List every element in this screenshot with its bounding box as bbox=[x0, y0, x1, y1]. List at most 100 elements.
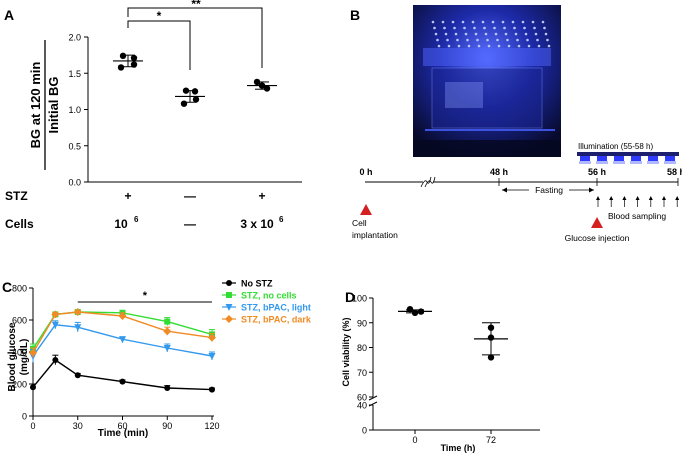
led-dot bbox=[461, 20, 465, 24]
cell-implantation-triangle bbox=[360, 204, 372, 215]
glucose-injection-label: Glucose injection bbox=[565, 233, 630, 243]
panel-a-point bbox=[119, 52, 127, 60]
panel-d-point bbox=[411, 309, 419, 317]
panel-c-xtick-label: 30 bbox=[73, 421, 83, 431]
panel-c-ytick-label: 200 bbox=[12, 380, 27, 390]
panel-a-sig-star-2: ** bbox=[191, 0, 201, 11]
panel-c-point bbox=[163, 327, 172, 336]
panel-d-ytick-label: 90 bbox=[357, 318, 367, 328]
led-dot bbox=[467, 44, 471, 48]
blood-sampling-label: Blood sampling bbox=[608, 211, 666, 221]
panel-d-xtick-label: 0 bbox=[412, 435, 417, 445]
time-58h: 58 h bbox=[667, 167, 682, 177]
panel-c-point bbox=[208, 353, 216, 360]
panel-b-diagram: Illumination (55-58 h) 0 h 48 h 56 h 58 … bbox=[352, 5, 682, 243]
time-56h: 56 h bbox=[588, 167, 606, 177]
led-dot bbox=[464, 32, 468, 36]
led-strip-bar bbox=[577, 152, 679, 156]
led-light bbox=[580, 156, 590, 161]
panel-a-cells-1: 10 bbox=[114, 217, 128, 231]
fasting-label: Fasting bbox=[535, 185, 563, 195]
led-dot bbox=[533, 26, 536, 30]
panel-c-point bbox=[119, 378, 126, 385]
led-dot bbox=[483, 26, 486, 30]
led-dot bbox=[516, 38, 519, 42]
led-dot bbox=[537, 44, 541, 48]
panel-a-ylabel-bottom: Initial BG bbox=[46, 76, 61, 133]
panel-d-ytick-label: 0 bbox=[362, 426, 367, 436]
led-dot bbox=[504, 32, 508, 36]
panel-a-stz-1: + bbox=[124, 189, 131, 203]
led-dot bbox=[484, 32, 488, 36]
panel-a-ytick-label: 1.5 bbox=[68, 69, 81, 79]
panel-c-point bbox=[118, 312, 127, 320]
led-dot bbox=[507, 44, 511, 48]
panel-d-point bbox=[487, 354, 495, 361]
panel-c-xtick-label: 60 bbox=[117, 421, 127, 431]
panel-a-point bbox=[130, 54, 138, 62]
panel-a-point bbox=[191, 88, 199, 95]
panel-d-point bbox=[487, 324, 495, 331]
panel-a-stz-2: — bbox=[184, 189, 196, 203]
led-dot bbox=[541, 20, 545, 24]
panel-c-point bbox=[74, 324, 82, 332]
panel-a-sig-star-1: * bbox=[157, 9, 162, 23]
panel-a-sig-bracket-1 bbox=[127, 20, 191, 70]
led-dot bbox=[431, 20, 435, 24]
panel-d-ytick-label: 60 bbox=[357, 393, 367, 403]
panel-a-row-stz: STZ bbox=[5, 189, 28, 203]
led-dot bbox=[453, 26, 456, 30]
led-dot bbox=[506, 38, 509, 42]
panel-d-point bbox=[417, 308, 425, 315]
panel-a-row-cells: Cells bbox=[5, 217, 34, 231]
blood-sampling-arrows bbox=[596, 196, 680, 207]
panel-c-ytick-label: 0 bbox=[22, 412, 27, 422]
panel-d-point bbox=[487, 334, 495, 341]
timeline-break bbox=[420, 176, 436, 188]
panel-d-xlabel: Time (h) bbox=[441, 443, 476, 453]
panel-a-stz-3: + bbox=[258, 189, 265, 203]
panel-a-label: A bbox=[4, 7, 14, 23]
cell-implantation-label-2: implantation bbox=[352, 230, 398, 240]
led-dot bbox=[463, 26, 466, 30]
led-dot bbox=[456, 38, 459, 42]
panel-c-legend-label: No STZ bbox=[241, 279, 273, 289]
led-dot bbox=[536, 38, 539, 42]
led-dot bbox=[466, 38, 469, 42]
fasting-arrow bbox=[502, 184, 594, 196]
led-dot bbox=[433, 26, 436, 30]
panel-a-point bbox=[263, 85, 271, 92]
panel-a-ylabel-top: BG at 120 min bbox=[28, 62, 43, 149]
led-dot bbox=[524, 32, 528, 36]
panel-d-axis-break bbox=[368, 395, 378, 401]
panel-c-point bbox=[209, 386, 215, 393]
led-dot bbox=[486, 38, 489, 42]
sampling-arrowhead bbox=[662, 196, 666, 200]
panel-c-ylabel-bottom: (mg/dL) bbox=[19, 339, 30, 376]
panel-c-xtick-label: 90 bbox=[162, 421, 172, 431]
cell-implantation-label-1: Cell bbox=[352, 218, 367, 228]
led-glow bbox=[596, 161, 608, 164]
panel-c-point bbox=[52, 357, 59, 363]
panel-c-ytick-label: 800 bbox=[12, 284, 27, 294]
led-dot bbox=[497, 44, 501, 48]
sampling-arrowhead bbox=[609, 196, 614, 200]
led-dot bbox=[444, 32, 448, 36]
panel-c-legend-label: STZ, no cells bbox=[241, 291, 297, 301]
led-dot bbox=[493, 26, 496, 30]
panel-c-chart: Blood glucose (mg/dL) Time (min) 0 200 400… bbox=[7, 279, 312, 440]
glucose-injection-triangle bbox=[591, 217, 603, 228]
panel-a-ytick-label: 0.0 bbox=[68, 178, 81, 188]
panel-d-ytick-label: 100 bbox=[352, 294, 367, 304]
panel-d-label: D bbox=[345, 289, 355, 305]
led-dot bbox=[523, 26, 526, 30]
led-light bbox=[631, 156, 641, 161]
led-dot bbox=[544, 32, 548, 36]
sampling-arrowhead bbox=[596, 196, 600, 200]
led-light bbox=[665, 156, 675, 161]
panel-c-ylabel-top: Blood glucose bbox=[7, 322, 18, 391]
led-dot bbox=[451, 20, 455, 24]
led-dot bbox=[547, 44, 551, 48]
led-light bbox=[597, 156, 607, 161]
illumination-led-strip bbox=[577, 152, 679, 164]
